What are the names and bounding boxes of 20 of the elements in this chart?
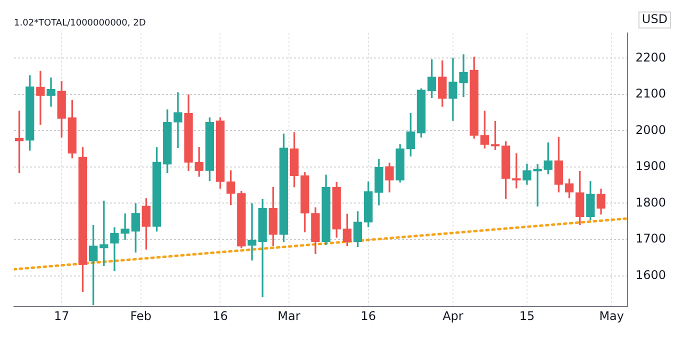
y-tick-label: 2200 [635, 50, 666, 64]
x-tick-label: 16 [360, 308, 376, 323]
x-tick-label: Apr [442, 308, 464, 323]
candlestick [174, 92, 182, 148]
candlestick [46, 77, 56, 107]
candlestick [36, 70, 45, 125]
y-axis-title: USD [642, 12, 668, 26]
x-tick-label: Mar [278, 308, 300, 323]
y-tick-label: 1700 [635, 232, 666, 246]
x-tick-label: Feb [130, 308, 152, 323]
x-tick-label: 17 [54, 308, 70, 323]
y-tick-label: 1600 [635, 268, 666, 282]
y-tick-label: 1900 [635, 159, 666, 174]
y-tick-label: 1800 [635, 195, 666, 210]
y-tick-label: 2000 [635, 122, 666, 137]
x-tick-label: May [599, 308, 624, 323]
x-tick-label: 15 [519, 308, 535, 323]
chart-title: 1.02*TOTAL/1000000000, 2D [14, 18, 146, 29]
x-tick-label: 16 [212, 308, 228, 323]
y-tick-label: 2100 [635, 86, 666, 101]
